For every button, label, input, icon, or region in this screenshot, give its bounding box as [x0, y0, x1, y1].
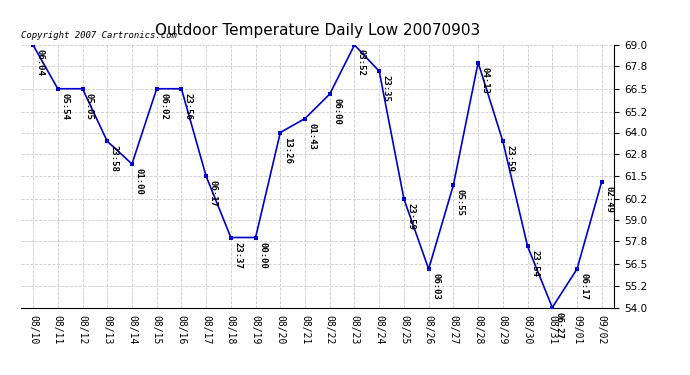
- Text: 23:35: 23:35: [382, 75, 391, 102]
- Text: 04:13: 04:13: [480, 67, 490, 93]
- Text: 00:00: 00:00: [258, 242, 267, 268]
- Text: 06:17: 06:17: [580, 273, 589, 300]
- Text: 06:02: 06:02: [159, 93, 168, 120]
- Text: 05:05: 05:05: [85, 93, 94, 120]
- Text: 23:59: 23:59: [505, 146, 514, 172]
- Text: 13:26: 13:26: [283, 136, 292, 164]
- Text: 23:37: 23:37: [233, 242, 242, 268]
- Text: 05:55: 05:55: [456, 189, 465, 216]
- Text: 02:49: 02:49: [604, 186, 613, 213]
- Text: 06:17: 06:17: [208, 180, 217, 207]
- Text: 03:52: 03:52: [357, 49, 366, 76]
- Text: 06:27: 06:27: [555, 312, 564, 339]
- Text: 01:00: 01:00: [135, 168, 144, 195]
- Text: 06:03: 06:03: [431, 273, 440, 300]
- Text: 01:43: 01:43: [308, 123, 317, 150]
- Text: 23:54: 23:54: [530, 251, 539, 277]
- Text: 23:56: 23:56: [184, 93, 193, 120]
- Text: 06:04: 06:04: [35, 49, 45, 76]
- Text: Copyright 2007 Cartronics.com: Copyright 2007 Cartronics.com: [21, 31, 177, 40]
- Text: Outdoor Temperature Daily Low 20070903: Outdoor Temperature Daily Low 20070903: [155, 22, 480, 38]
- Text: 23:59: 23:59: [406, 203, 415, 230]
- Text: 05:54: 05:54: [60, 93, 69, 120]
- Text: 06:00: 06:00: [332, 98, 342, 125]
- Text: 23:58: 23:58: [110, 146, 119, 172]
